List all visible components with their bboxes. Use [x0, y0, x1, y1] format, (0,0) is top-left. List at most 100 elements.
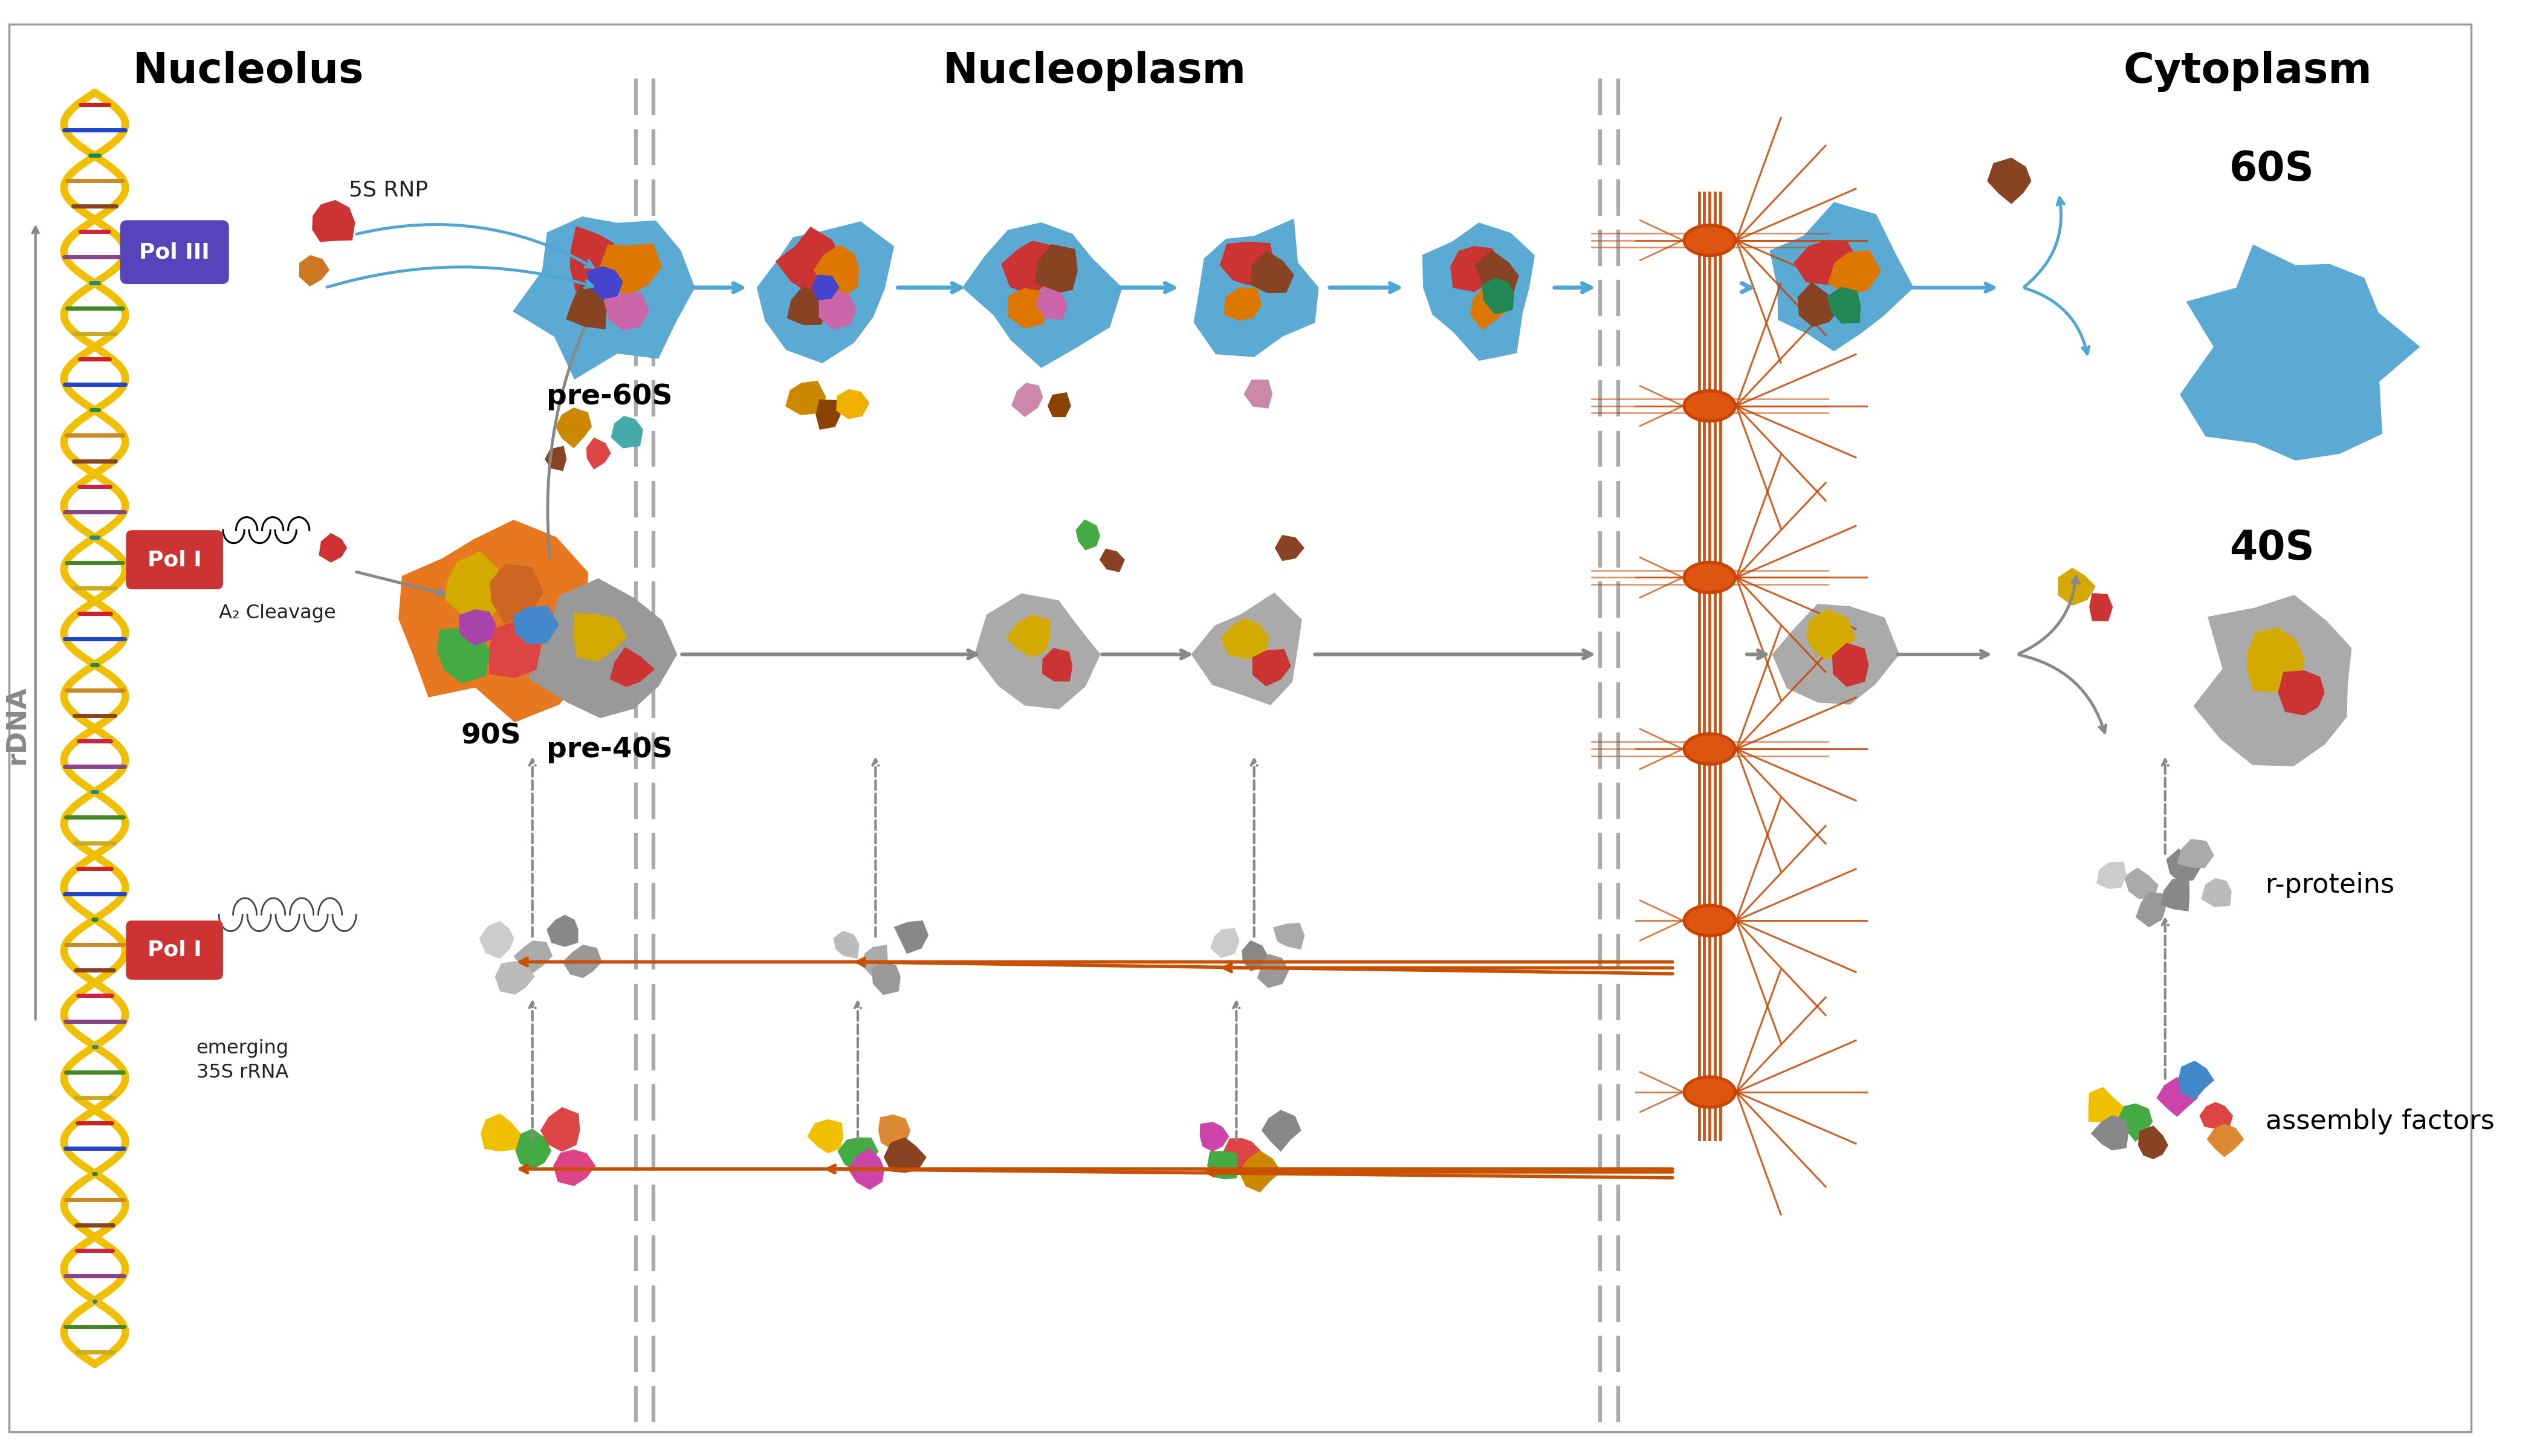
Polygon shape — [481, 1114, 519, 1152]
Polygon shape — [2116, 1104, 2154, 1142]
Polygon shape — [2179, 245, 2420, 460]
Polygon shape — [1047, 392, 1072, 418]
Polygon shape — [1244, 380, 1272, 409]
Ellipse shape — [1685, 565, 1733, 591]
Polygon shape — [2139, 1125, 2169, 1159]
Polygon shape — [2202, 878, 2232, 907]
Polygon shape — [585, 266, 623, 300]
Polygon shape — [1794, 240, 1860, 285]
Polygon shape — [319, 533, 347, 562]
Polygon shape — [786, 380, 826, 415]
Polygon shape — [808, 1120, 844, 1153]
Text: assembly factors: assembly factors — [2265, 1108, 2493, 1134]
Polygon shape — [1036, 287, 1067, 320]
Polygon shape — [2179, 1060, 2215, 1101]
Polygon shape — [312, 199, 355, 242]
Text: A₂ Cleavage: A₂ Cleavage — [218, 604, 337, 622]
Polygon shape — [1009, 288, 1047, 329]
Polygon shape — [884, 1137, 927, 1172]
Polygon shape — [585, 437, 611, 470]
Polygon shape — [1449, 246, 1503, 293]
Ellipse shape — [1683, 1076, 1736, 1108]
Polygon shape — [1262, 1109, 1302, 1152]
Polygon shape — [1257, 954, 1290, 989]
Polygon shape — [1482, 278, 1515, 314]
Text: pre-60S: pre-60S — [547, 383, 672, 411]
Polygon shape — [1100, 549, 1125, 572]
FancyBboxPatch shape — [127, 530, 223, 590]
Polygon shape — [552, 1150, 595, 1187]
Text: Pol I: Pol I — [147, 549, 203, 569]
Polygon shape — [836, 389, 869, 419]
Polygon shape — [2194, 596, 2352, 766]
Polygon shape — [1987, 157, 2032, 204]
Polygon shape — [1771, 604, 1900, 705]
Polygon shape — [1224, 1139, 1262, 1172]
Polygon shape — [514, 1128, 552, 1169]
Ellipse shape — [1683, 904, 1736, 936]
Polygon shape — [849, 1147, 884, 1190]
Polygon shape — [1211, 927, 1239, 958]
Text: Nucleolus: Nucleolus — [132, 51, 365, 92]
Polygon shape — [1769, 202, 1913, 351]
Polygon shape — [775, 227, 844, 294]
Polygon shape — [2207, 1124, 2245, 1158]
Polygon shape — [2058, 568, 2096, 606]
Polygon shape — [436, 628, 489, 683]
Polygon shape — [1475, 250, 1518, 303]
Text: 5S RNP: 5S RNP — [350, 179, 428, 201]
Polygon shape — [512, 217, 694, 380]
Ellipse shape — [1685, 907, 1733, 933]
Polygon shape — [2088, 593, 2113, 622]
Polygon shape — [2177, 839, 2215, 868]
Polygon shape — [2088, 1088, 2123, 1123]
Polygon shape — [398, 520, 590, 722]
Polygon shape — [1221, 619, 1270, 660]
Polygon shape — [1797, 282, 1842, 328]
Polygon shape — [1077, 520, 1100, 550]
Polygon shape — [565, 280, 606, 329]
Polygon shape — [1832, 642, 1870, 687]
Ellipse shape — [1683, 390, 1736, 422]
Polygon shape — [555, 408, 593, 448]
Polygon shape — [494, 961, 535, 994]
Polygon shape — [2248, 628, 2306, 692]
Polygon shape — [459, 609, 497, 645]
Polygon shape — [479, 920, 514, 960]
Polygon shape — [2156, 1077, 2197, 1117]
Polygon shape — [563, 945, 603, 978]
Polygon shape — [788, 287, 831, 325]
Text: 40S: 40S — [2230, 529, 2314, 568]
Text: 90S: 90S — [461, 722, 522, 750]
Polygon shape — [2278, 670, 2324, 715]
Polygon shape — [1249, 250, 1295, 293]
Ellipse shape — [1683, 732, 1736, 766]
Polygon shape — [611, 646, 654, 687]
FancyBboxPatch shape — [127, 920, 223, 980]
Polygon shape — [1191, 593, 1302, 705]
Polygon shape — [879, 1115, 910, 1150]
Polygon shape — [446, 552, 502, 628]
Polygon shape — [1041, 648, 1072, 681]
Polygon shape — [2167, 849, 2202, 882]
Polygon shape — [1242, 941, 1267, 971]
Polygon shape — [872, 960, 900, 994]
Text: 60S: 60S — [2230, 150, 2314, 189]
Polygon shape — [813, 245, 859, 298]
Polygon shape — [1252, 649, 1290, 686]
Polygon shape — [895, 920, 927, 954]
Text: Nucleoplasm: Nucleoplasm — [943, 51, 1247, 92]
Polygon shape — [1422, 223, 1536, 361]
Polygon shape — [573, 613, 626, 661]
Polygon shape — [1272, 923, 1305, 949]
Polygon shape — [489, 563, 545, 625]
Polygon shape — [570, 226, 623, 293]
Polygon shape — [2136, 891, 2167, 927]
Polygon shape — [2123, 868, 2159, 900]
Ellipse shape — [1685, 735, 1733, 761]
Polygon shape — [540, 1107, 580, 1152]
Polygon shape — [1199, 1123, 1229, 1152]
Polygon shape — [2162, 878, 2189, 911]
Polygon shape — [603, 293, 649, 331]
Polygon shape — [1827, 250, 1880, 296]
